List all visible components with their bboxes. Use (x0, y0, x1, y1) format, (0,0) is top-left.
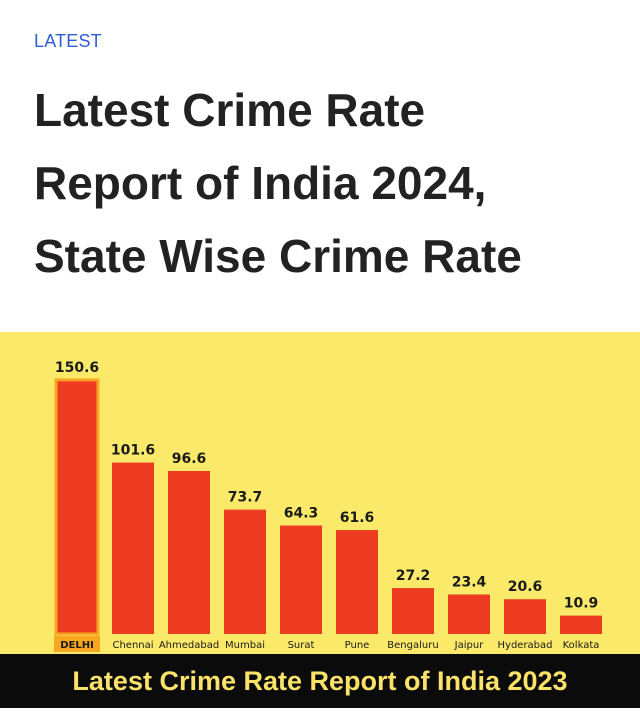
data-label-delhi: 150.6 (55, 360, 99, 376)
tick-label-jaipur: Jaipur (454, 640, 485, 651)
bottom-divider (0, 708, 640, 717)
chart-caption: Latest Crime Rate Report of India 2023 (0, 654, 640, 708)
tick-label-hyderabad: Hyderabad (498, 640, 553, 651)
bar-jaipur (448, 594, 490, 634)
tick-label-delhi: DELHI (60, 640, 94, 651)
crime-rate-bar-chart: 150.6 DELHI 101.6 Chennai 96.6 Ahmedabad 73.7 M… (0, 332, 640, 654)
tick-label-surat: Surat (288, 640, 315, 651)
bar-chennai (112, 462, 154, 634)
bar-kolkata (560, 615, 602, 634)
tick-label-bengaluru: Bengaluru (387, 640, 438, 651)
data-label-hyderabad: 20.6 (508, 579, 543, 595)
data-label-ahmedabad: 96.6 (172, 451, 207, 467)
tick-label-ahmedabad: Ahmedabad (159, 640, 219, 651)
data-label-chennai: 101.6 (111, 443, 155, 459)
data-label-kolkata: 10.9 (564, 596, 599, 612)
data-label-jaipur: 23.4 (452, 575, 487, 591)
chart-caption-text: Latest Crime Rate Report of India 2023 (72, 665, 568, 696)
data-label-mumbai: 73.7 (228, 490, 263, 506)
bar-pune (336, 530, 378, 634)
bar-ahmedabad (168, 470, 210, 634)
bar-mumbai (224, 509, 266, 634)
tick-label-mumbai: Mumbai (225, 640, 265, 651)
tick-label-chennai: Chennai (112, 640, 153, 651)
bar-surat (280, 525, 322, 634)
data-label-pune: 61.6 (340, 510, 375, 526)
article-headline: Latest Crime Rate Report of India 2024, … (34, 84, 522, 282)
tick-label-kolkata: Kolkata (563, 640, 600, 651)
bar-bengaluru (392, 588, 434, 634)
data-label-bengaluru: 27.2 (396, 568, 431, 584)
bar-hyderabad (504, 599, 546, 634)
chart-canvas: 150.6 DELHI 101.6 Chennai 96.6 Ahmedabad 73.7 M… (54, 360, 602, 652)
data-label-surat: 64.3 (284, 505, 319, 521)
category-label[interactable]: LATEST (34, 31, 102, 51)
highlight-tick-background (54, 636, 100, 652)
tick-label-pune: Pune (345, 640, 370, 651)
bar-delhi (54, 378, 100, 636)
